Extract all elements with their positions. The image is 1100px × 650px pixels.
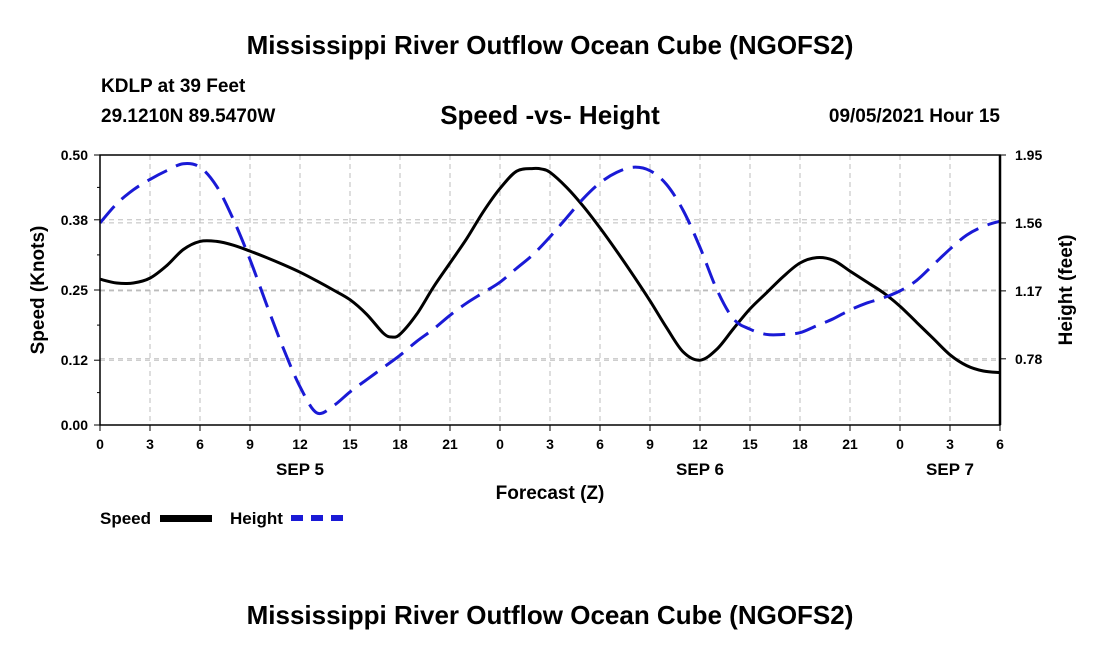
x-tick-label: 18	[392, 436, 408, 452]
y-tick-label: 0.25	[61, 282, 88, 298]
forecast-datetime: 09/05/2021 Hour 15	[828, 106, 1000, 127]
y-tick-label: 0.50	[61, 147, 88, 163]
y-tick-label: 0.00	[61, 417, 88, 433]
x-tick-label: 15	[342, 436, 358, 452]
x-tick-label: 0	[496, 436, 504, 452]
y2-axis-label: Height (feet)	[1056, 235, 1077, 346]
date-label: SEP 7	[926, 460, 974, 479]
y-tick-label: 0.38	[61, 212, 88, 228]
legend-speed-label: Speed	[100, 509, 152, 528]
x-tick-label: 6	[596, 436, 604, 452]
x-tick-label: 12	[692, 436, 708, 452]
x-tick-label: 3	[546, 436, 554, 452]
x-tick-label: 9	[646, 436, 654, 452]
x-tick-label: 12	[292, 436, 308, 452]
series-line-speed	[99, 166, 1001, 375]
series-line-height	[98, 161, 1001, 416]
chart-title: Speed -vs- Height	[440, 100, 660, 130]
x-tick-label: 6	[196, 436, 204, 452]
y2-tick-label: 1.17	[1015, 283, 1042, 299]
date-label: SEP 5	[276, 460, 324, 479]
series-layer	[98, 161, 1001, 416]
x-axis-label: Forecast (Z)	[496, 483, 605, 504]
y-axis-label: Speed (Knots)	[28, 226, 49, 355]
station-coordinates: 29.1210N 89.5470W	[101, 106, 276, 127]
y-tick-label: 0.12	[61, 352, 88, 368]
legend-height-label: Height	[230, 509, 283, 528]
x-tick-label: 18	[792, 436, 808, 452]
grid	[100, 154, 1000, 425]
x-tick-label: 9	[246, 436, 254, 452]
x-tick-label: 21	[442, 436, 458, 452]
legend-height-swatch	[291, 515, 343, 521]
y2-tick-label: 0.78	[1015, 351, 1042, 367]
y2-tick-label: 1.95	[1015, 147, 1042, 163]
x-tick-label: 15	[742, 436, 758, 452]
axes: 0 3 6 9 12 15 18 21 0 3 6 9 12 15 18 21 0 3 6 SEP 5 SEP 6 SEP…	[61, 147, 1043, 479]
x-tick-label: 6	[996, 436, 1004, 452]
y2-tick-label: 1.56	[1015, 215, 1042, 231]
x-tick-label: 3	[146, 436, 154, 452]
date-label: SEP 6	[676, 460, 724, 479]
station-label: KDLP at 39 Feet	[101, 76, 246, 97]
x-tick-label: 0	[96, 436, 104, 452]
page-title: Mississippi River Outflow Ocean Cube (NG…	[246, 30, 854, 60]
x-tick-label: 3	[946, 436, 954, 452]
x-tick-label: 0	[896, 436, 904, 452]
legend-speed-swatch	[160, 515, 212, 522]
page-footer-title: Mississippi River Outflow Ocean Cube (NG…	[246, 600, 854, 630]
x-tick-label: 21	[842, 436, 858, 452]
